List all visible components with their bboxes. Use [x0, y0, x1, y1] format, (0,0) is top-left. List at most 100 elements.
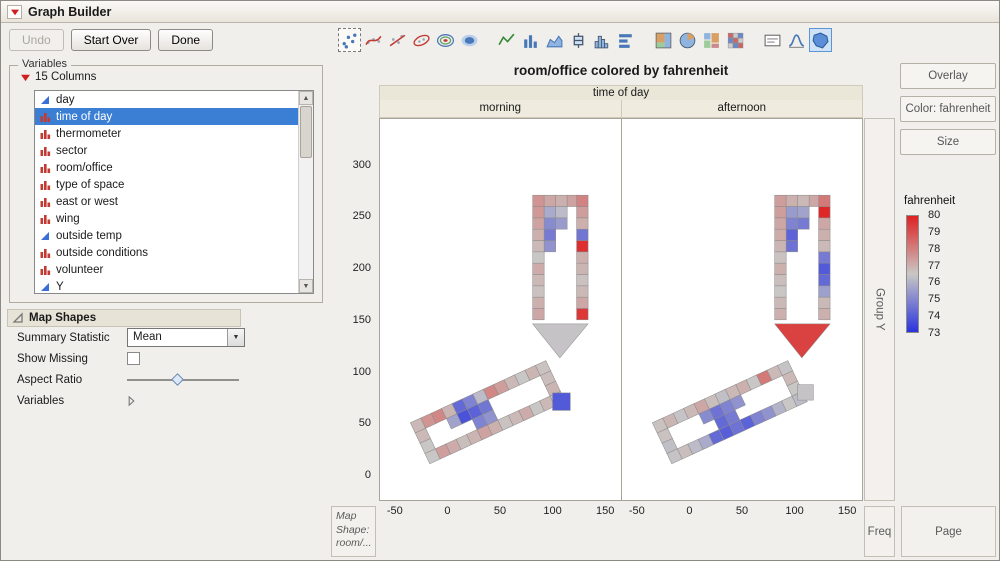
y-tick-label: 150: [352, 313, 371, 326]
points-element-icon[interactable]: [338, 28, 361, 52]
group-x-header[interactable]: time of day: [379, 85, 863, 101]
summary-statistic-value: Mean: [133, 331, 162, 343]
smoother-element-icon[interactable]: [362, 28, 385, 52]
variable-item-sector[interactable]: sector: [35, 142, 298, 159]
map-shapes-title: Map Shapes: [29, 312, 97, 324]
scrollbar-thumb[interactable]: [300, 106, 312, 158]
variable-label: thermometer: [56, 127, 122, 140]
treemap-element-icon[interactable]: [652, 28, 675, 52]
scroll-up-button[interactable]: ▲: [299, 91, 313, 105]
right-panel: Overlay Color: fahrenheit Size fahrenhei…: [900, 63, 997, 557]
variable-item-day[interactable]: day: [35, 91, 298, 108]
color-drop-zone[interactable]: Color: fahrenheit: [900, 96, 996, 122]
x-tick-label: 150: [838, 505, 857, 517]
scroll-down-button[interactable]: ▼: [299, 279, 313, 293]
columns-header[interactable]: 15 Columns: [20, 71, 96, 83]
mosaic-element-icon[interactable]: [700, 28, 723, 52]
x-tick-label: 50: [735, 505, 749, 517]
element-icon-group: [338, 28, 481, 52]
nominal-variable-icon: [39, 111, 51, 123]
caption-box-element-icon[interactable]: [761, 28, 784, 52]
legend-tick-label: 74: [928, 310, 941, 323]
summary-statistic-dropdown[interactable]: Mean ▼: [127, 328, 245, 347]
y-tick-label: 200: [352, 262, 371, 275]
variables-list[interactable]: day time of day thermometer sector room/offi…: [34, 90, 314, 294]
overlay-drop-zone[interactable]: Overlay: [900, 63, 996, 89]
columns-count-label: 15 Columns: [35, 71, 97, 83]
variable-item-outside-temp[interactable]: outside temp: [35, 227, 298, 244]
variable-label: type of space: [56, 178, 125, 191]
nominal-variable-icon: [39, 128, 51, 140]
nominal-variable-icon: [39, 145, 51, 157]
x-tick-label: 150: [596, 505, 615, 517]
group-y-drop-zone[interactable]: Group Y: [864, 118, 895, 501]
variable-label: day: [56, 93, 75, 106]
variable-item-time-of-day[interactable]: time of day: [35, 108, 298, 125]
continuous-variable-icon: [39, 94, 51, 106]
box-plot-element-icon[interactable]: [567, 28, 590, 52]
variable-label: outside temp: [56, 229, 122, 242]
contour-element-icon[interactable]: [434, 28, 457, 52]
map-panel-morning[interactable]: [380, 119, 621, 500]
variables-panel-title: Variables: [18, 58, 72, 70]
variable-label: outside conditions: [56, 246, 149, 259]
map-shapes-variables-label: Variables: [17, 394, 65, 407]
chevron-down-icon: ▼: [227, 329, 244, 346]
page-drop-zone[interactable]: Page: [901, 506, 996, 557]
density-element-icon[interactable]: [458, 28, 481, 52]
show-missing-label: Show Missing: [17, 352, 88, 365]
x-tick-label: -50: [386, 505, 403, 517]
formula-element-icon[interactable]: [785, 28, 808, 52]
ellipse-element-icon[interactable]: [410, 28, 433, 52]
line-element-icon[interactable]: [495, 28, 518, 52]
variable-item-wing[interactable]: wing: [35, 210, 298, 227]
histogram-element-icon[interactable]: [591, 28, 614, 52]
show-missing-checkbox[interactable]: [127, 352, 140, 365]
variable-item-east-or-west[interactable]: east or west: [35, 193, 298, 210]
disclosure-closed-icon[interactable]: [127, 394, 139, 407]
y-axis[interactable]: 0 50 100 150 200 250 300: [331, 118, 377, 501]
variable-item-room-office[interactable]: room/office: [35, 159, 298, 176]
variable-label: time of day: [56, 110, 113, 123]
aspect-ratio-slider[interactable]: [127, 372, 239, 387]
slider-thumb[interactable]: [171, 372, 184, 386]
legend-tick-label: 77: [928, 259, 941, 272]
heatmap-element-icon[interactable]: [724, 28, 747, 52]
variables-panel: Variables 15 Columns day time of day therm…: [9, 58, 323, 303]
legend-gradient-bar: [906, 215, 919, 333]
map-shape-drop-zone[interactable]: Map Shape: room/...: [331, 506, 376, 557]
map-shapes-element-icon[interactable]: [809, 28, 832, 52]
done-button[interactable]: Done: [158, 29, 214, 51]
plot-panels[interactable]: [379, 118, 863, 501]
variable-item-y[interactable]: Y: [35, 278, 298, 293]
x-axis[interactable]: -50 0 50 100 150 -50 0 50 100 150: [379, 504, 863, 519]
freq-drop-zone[interactable]: Freq: [864, 506, 895, 557]
toolbar: Undo Start Over Done: [1, 23, 999, 59]
pie-element-icon[interactable]: [676, 28, 699, 52]
variable-item-type-of-space[interactable]: type of space: [35, 176, 298, 193]
bar-h-element-icon[interactable]: [615, 28, 638, 52]
map-panel-afternoon[interactable]: [620, 119, 863, 500]
start-over-button[interactable]: Start Over: [70, 29, 152, 51]
variable-label: Y: [56, 280, 64, 293]
x-tick-label: 100: [543, 505, 562, 517]
size-drop-zone[interactable]: Size: [900, 129, 996, 155]
undo-button[interactable]: Undo: [9, 29, 64, 51]
red-triangle-menu-button[interactable]: [7, 4, 22, 19]
map-shapes-header[interactable]: Map Shapes: [7, 309, 241, 327]
element-icon-group: [495, 28, 638, 52]
variable-label: volunteer: [56, 263, 104, 276]
area-element-icon[interactable]: [543, 28, 566, 52]
variable-item-volunteer[interactable]: volunteer: [35, 261, 298, 278]
nominal-variable-icon: [39, 196, 51, 208]
variable-item-outside-conditions[interactable]: outside conditions: [35, 244, 298, 261]
line-of-fit-element-icon[interactable]: [386, 28, 409, 52]
bar-element-icon[interactable]: [519, 28, 542, 52]
x-tick-label: 100: [785, 505, 804, 517]
element-type-palette: [338, 28, 832, 52]
variable-label: room/office: [56, 161, 113, 174]
variables-scrollbar[interactable]: ▲ ▼: [298, 91, 313, 293]
variable-item-thermometer[interactable]: thermometer: [35, 125, 298, 142]
y-tick-label: 300: [352, 158, 371, 171]
